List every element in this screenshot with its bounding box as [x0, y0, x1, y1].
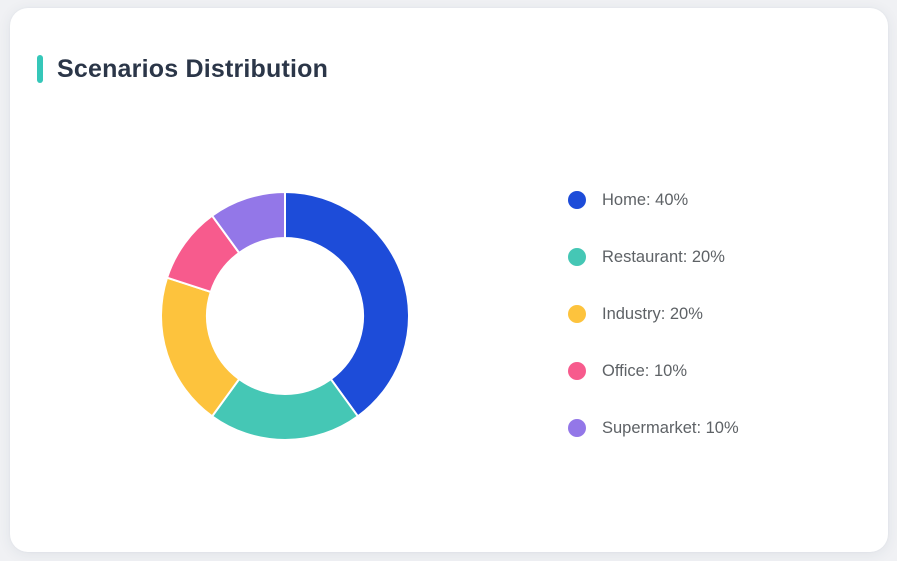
legend-label: Supermarket: 10% — [602, 418, 739, 437]
pie-segment-industry[interactable] — [160, 276, 241, 418]
legend-label: Office: 10% — [602, 361, 687, 380]
donut-chart — [160, 191, 410, 441]
legend-item-home[interactable]: Home: 40% — [568, 190, 739, 210]
legend-dot-home — [568, 191, 586, 209]
legend-item-supermarket[interactable]: Supermarket: 10% — [568, 418, 739, 438]
pie-segment-restaurant[interactable] — [211, 378, 359, 441]
legend-dot-supermarket — [568, 419, 586, 437]
legend-dot-office — [568, 362, 586, 380]
legend-item-industry[interactable]: Industry: 20% — [568, 304, 739, 324]
legend-label: Home: 40% — [602, 190, 689, 209]
legend-label: Restaurant: 20% — [602, 247, 725, 266]
legend-dot-restaurant — [568, 248, 586, 266]
scenarios-distribution-card: Scenarios Distribution Home: 40% Restaura… — [10, 8, 888, 552]
legend-item-restaurant[interactable]: Restaurant: 20% — [568, 247, 739, 267]
pie-segment-home[interactable] — [284, 191, 410, 418]
legend-item-office[interactable]: Office: 10% — [568, 361, 739, 381]
pie-segment-supermarket[interactable] — [211, 191, 286, 254]
legend-dot-industry — [568, 305, 586, 323]
chart-legend: Home: 40% Restaurant: 20% Industry: 20% Off… — [568, 190, 739, 475]
legend-label: Industry: 20% — [602, 304, 703, 323]
page-title: Scenarios Distribution — [57, 55, 329, 83]
title-accent-bar — [37, 55, 43, 83]
